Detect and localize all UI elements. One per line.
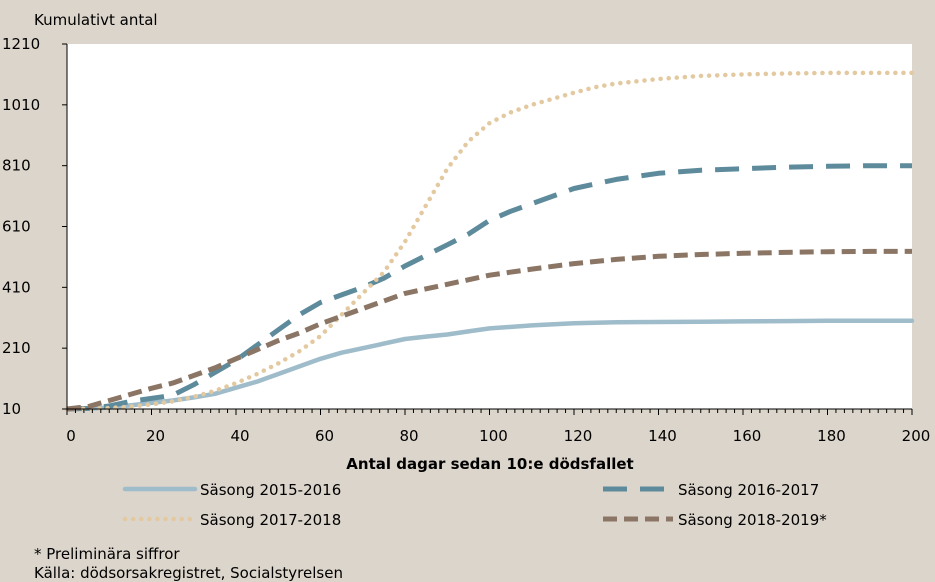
x-axis-label: Antal dagar sedan 10:e dödsfallet	[346, 455, 634, 473]
axes-layer: 10 210 410 610 810 1010 1210 0 20 40 60 80 100 120 140…	[2, 35, 930, 445]
x-tick-label: 120	[564, 427, 593, 445]
legend-label-2018: Säsong 2018-2019*	[678, 511, 827, 529]
x-tick-label: 140	[648, 427, 677, 445]
source-note: Källa: dödsorsakregistret, Socialstyrels…	[34, 564, 343, 582]
x-tick-label: 20	[146, 427, 165, 445]
x-tick-label: 200	[902, 427, 931, 445]
legend-layer	[122, 486, 673, 522]
y-tick-label: 610	[2, 218, 31, 236]
series-line-1	[66, 163, 912, 412]
x-tick-label: 0	[66, 427, 76, 445]
y-tick-label: 10	[2, 400, 21, 418]
x-tick-label: 60	[315, 427, 334, 445]
preliminary-note: * Preliminära siffror	[34, 545, 180, 563]
legend-label-2016: Säsong 2016-2017	[678, 481, 820, 499]
series-layer	[64, 70, 915, 412]
plot-area	[67, 44, 912, 409]
y-tick-label: 810	[2, 157, 31, 175]
x-tick-label: 160	[733, 427, 762, 445]
y-tick-label: 410	[2, 278, 31, 296]
x-tick-label: 180	[817, 427, 846, 445]
y-tick-label: 1210	[2, 35, 40, 53]
y-tick-label: 210	[2, 339, 31, 357]
legend-label-2015: Säsong 2015-2016	[200, 481, 342, 499]
x-tick-label: 80	[399, 427, 418, 445]
legend-label-2017: Säsong 2017-2018	[200, 511, 342, 529]
y-tick-label: 1010	[2, 96, 40, 114]
y-axis-label: Kumulativt antal	[34, 11, 158, 29]
x-tick-label: 100	[479, 427, 508, 445]
x-tick-label: 40	[230, 427, 249, 445]
